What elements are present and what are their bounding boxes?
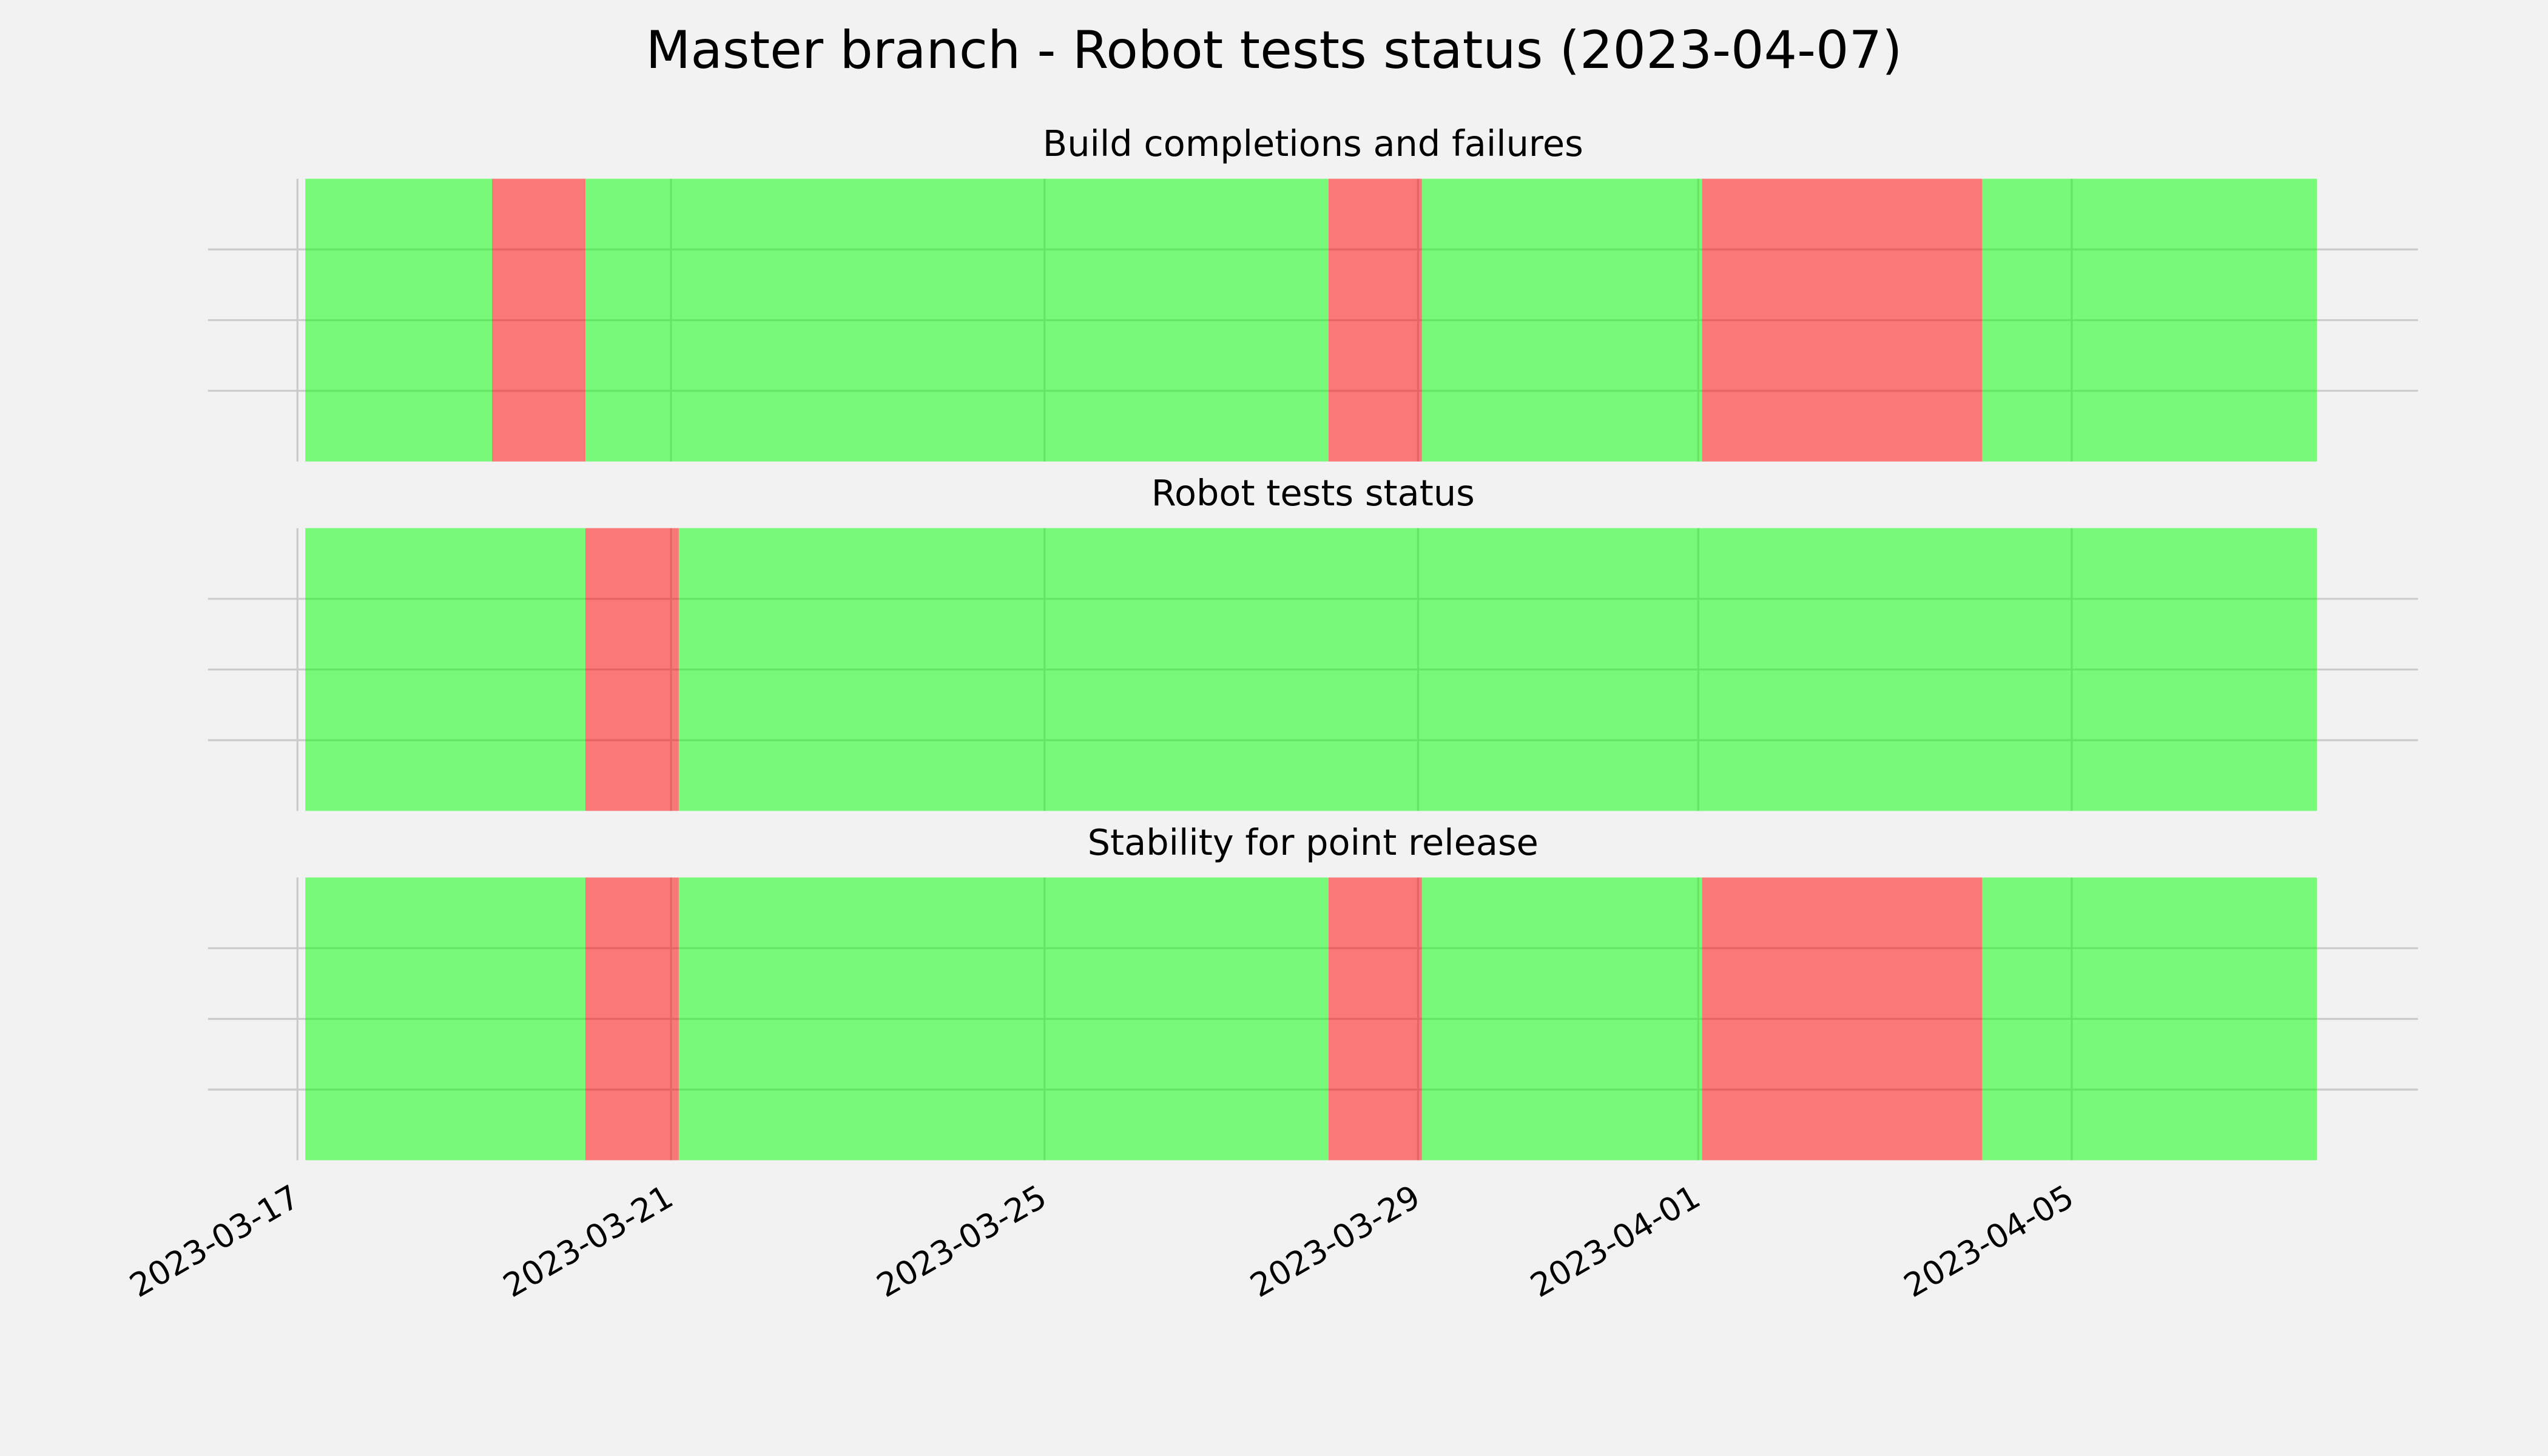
figure-title: Master branch - Robot tests status (2023… — [645, 20, 1902, 81]
subplot-title: Robot tests status — [1151, 472, 1475, 514]
status-segment — [585, 877, 679, 1161]
status-segment — [492, 178, 585, 462]
subplot-title: Stability for point release — [1088, 821, 1539, 863]
status-segment — [585, 178, 1329, 462]
status-segment — [305, 178, 493, 462]
status-segment — [1982, 877, 2317, 1161]
status-segment — [1328, 877, 1422, 1161]
status-segment — [678, 528, 2317, 811]
status-segment — [1702, 178, 1983, 462]
status-segment — [1421, 178, 1702, 462]
subplot-title: Build completions and failures — [1043, 123, 1583, 164]
status-segment — [1702, 877, 1983, 1161]
status-segment — [305, 877, 585, 1161]
status-segment — [678, 877, 1329, 1161]
status-segment — [585, 528, 679, 811]
status-segment — [305, 528, 585, 811]
status-segment — [1982, 178, 2317, 462]
status-segment — [1328, 178, 1422, 462]
status-segment — [1421, 877, 1702, 1161]
